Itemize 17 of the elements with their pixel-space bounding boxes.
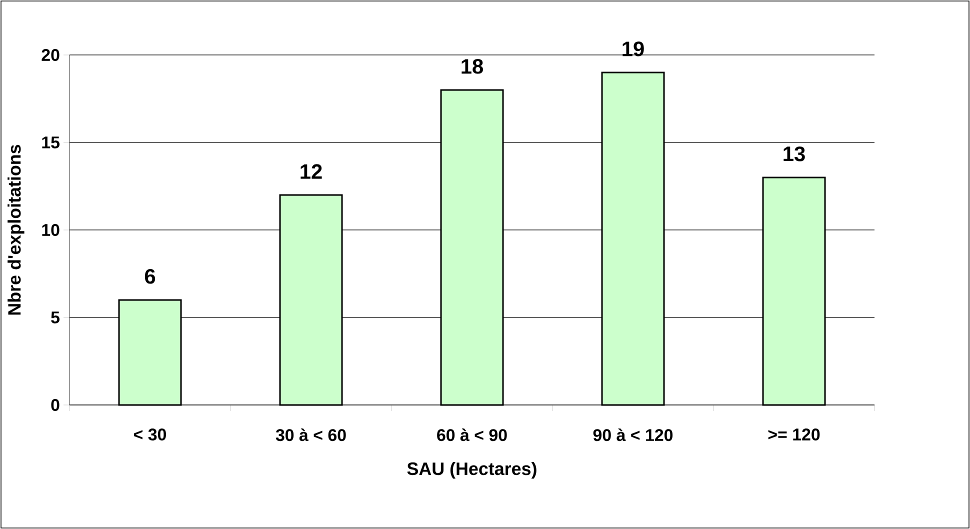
x-tick-label: >= 120 — [768, 428, 820, 440]
data-label: 18 — [462, 58, 483, 74]
data-label: 19 — [622, 41, 644, 56]
y-tick-label: 10 — [42, 224, 60, 236]
data-label: 12 — [300, 164, 322, 179]
y-tick-label: 20 — [42, 48, 60, 61]
y-tick-label: 5 — [51, 312, 60, 324]
y-tick-label: 0 — [51, 398, 60, 411]
x-tick-label: 30 à < 60 — [276, 428, 346, 442]
x-tick-label: 60 à < 90 — [437, 428, 507, 442]
y-axis-title: Nbre d'exploitations — [8, 144, 24, 315]
y-tick-label: 15 — [42, 136, 60, 148]
data-label: 13 — [784, 146, 805, 162]
x-axis-title: SAU (Hectares) — [407, 462, 536, 479]
x-tick-label: 90 à < 120 — [593, 428, 673, 442]
data-label: 6 — [144, 268, 156, 284]
x-tick-label: < 30 — [134, 428, 166, 441]
